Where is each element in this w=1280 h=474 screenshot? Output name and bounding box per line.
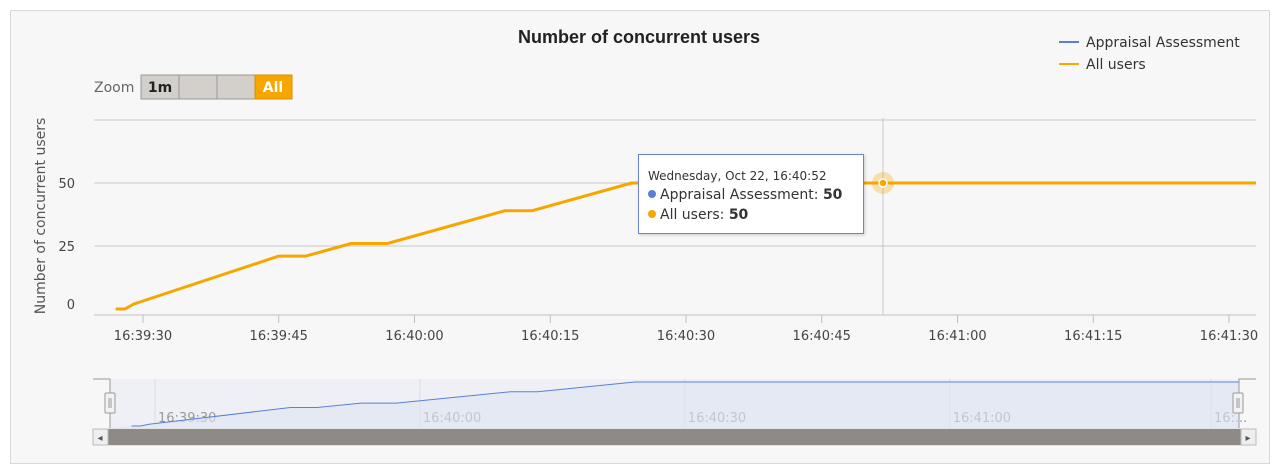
navigator-handle-right[interactable] [1232, 392, 1244, 414]
scrollbar-right-button-bg [1240, 428, 1257, 446]
zoom-button-all[interactable]: All [254, 74, 293, 100]
x-tick-label: 16:40:30 [657, 329, 715, 344]
y-axis-title: Number of concurrent users [33, 118, 49, 315]
zoom-button-1m[interactable]: 1m [140, 74, 180, 100]
x-tick-label: 16:40:15 [521, 329, 579, 344]
zoom-label: Zoom [94, 80, 134, 96]
legend-item-all-users[interactable]: All users [1059, 57, 1146, 73]
navigator-area [110, 382, 1239, 428]
chart-title: Number of concurrent users [518, 27, 760, 47]
legend: Appraisal Assessment All users [1059, 35, 1240, 73]
zoom-button-all-bg [254, 74, 293, 100]
legend-item-appraisal[interactable]: Appraisal Assessment [1059, 35, 1240, 51]
zoom-button-2-bg [178, 74, 218, 100]
navigator[interactable]: 16:39:3016:40:0016:40:3016:41:0016:... [93, 378, 1256, 428]
tooltip-label-all-users: All users: [660, 207, 725, 223]
scrollbar-thumb[interactable] [108, 429, 1241, 445]
legend-label-appraisal: Appraisal Assessment [1086, 35, 1240, 51]
tooltip-value-all-users: 50 [728, 207, 749, 223]
x-tick-label: 16:41:30 [1200, 329, 1258, 344]
series-layer [115, 181, 1256, 311]
tooltip-dot-all-users [648, 210, 656, 218]
navigator-handle-left-body [104, 392, 116, 414]
scrollbar-right-button[interactable]: ▸ [1240, 428, 1257, 446]
x-tick-label: 16:41:15 [1064, 329, 1122, 344]
navigator-handle-left[interactable] [104, 392, 116, 414]
tooltip-header: Wednesday, Oct 22, 16:40:52 [648, 169, 827, 183]
zoom-button-3[interactable] [216, 74, 256, 100]
y-tick-label: 0 [67, 298, 75, 313]
navigator-series [110, 381, 1239, 428]
scrollbar-right-arrow: ▸ [1245, 433, 1250, 444]
zoom-button-2[interactable] [178, 74, 218, 100]
scrollbar-left-arrow: ◂ [97, 433, 102, 444]
zoom-button-3-bg [216, 74, 256, 100]
tooltip-dot-appraisal [648, 190, 656, 198]
x-ticks: 16:39:30 16:39:45 16:40:00 16:40:15 16:40:30… [114, 315, 1258, 344]
tooltip-row-all-users: All users: 50 [648, 205, 863, 225]
series-line-all-users[interactable] [115, 181, 1256, 311]
tooltip: Wednesday, Oct 22, 16:40:52 Appraisal As… [638, 154, 864, 234]
x-tick-label: 16:39:45 [250, 329, 308, 344]
hover-point [878, 178, 888, 188]
legend-label-all-users: All users [1086, 57, 1146, 73]
tooltip-row-appraisal: Appraisal Assessment: 50 [648, 185, 863, 205]
zoom-selector: Zoom 1m All [94, 74, 293, 100]
y-tick-label: 25 [58, 240, 75, 255]
zoom-button-1m-label: 1m [148, 80, 172, 96]
navigator-handle-right-body [1232, 392, 1244, 414]
navigator-line [131, 381, 1239, 427]
scrollbar-left-button-bg [92, 428, 109, 446]
tooltip-value-appraisal: 50 [822, 187, 843, 203]
scrollbar[interactable]: ◂ ▸ [92, 428, 1257, 446]
y-ticks: 0 25 50 [58, 177, 75, 313]
x-tick-label: 16:40:00 [385, 329, 443, 344]
y-tick-label: 50 [58, 177, 75, 192]
scrollbar-left-button[interactable]: ◂ [92, 428, 109, 446]
x-tick-label: 16:39:30 [114, 329, 172, 344]
zoom-button-all-label: All [263, 80, 283, 96]
x-tick-label: 16:40:45 [793, 329, 851, 344]
x-tick-label: 16:41:00 [928, 329, 986, 344]
hover-marker [872, 172, 894, 194]
tooltip-label-appraisal: Appraisal Assessment: [660, 187, 819, 203]
